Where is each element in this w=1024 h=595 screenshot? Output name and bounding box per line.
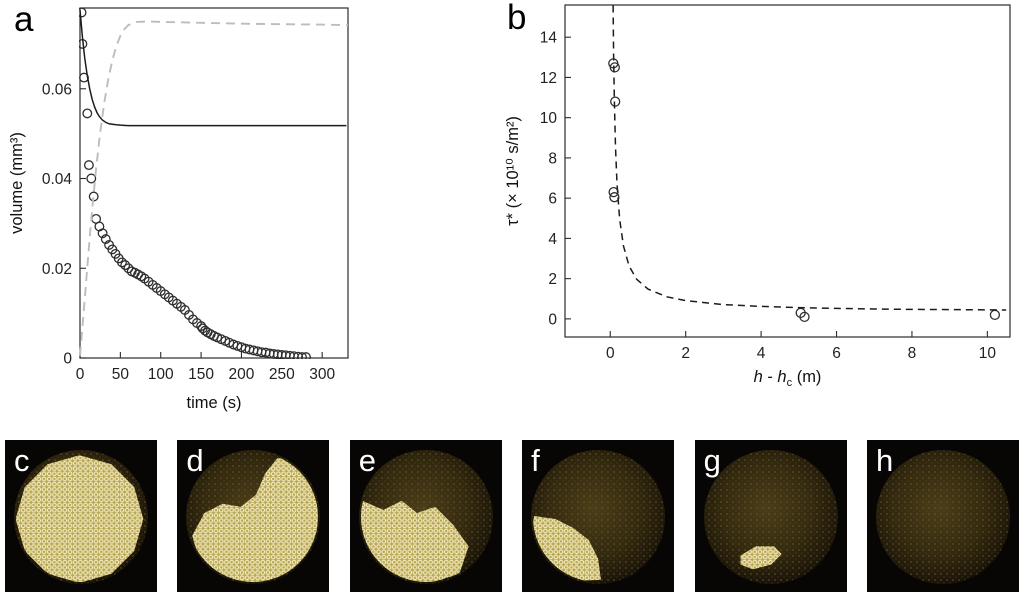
svg-text:300: 300 bbox=[309, 366, 335, 383]
raft-photo-c bbox=[5, 440, 157, 592]
panel-b-tau-vs-height-chart: 0 2 4 6 8 10 0 2 4 6 8 10 12 14 h - hc (m) τ* (× 10¹⁰ s… bbox=[504, 4, 1011, 389]
svg-text:h - hc (m): h - hc (m) bbox=[754, 368, 822, 389]
svg-text:8: 8 bbox=[908, 345, 917, 362]
photo-label-h: h bbox=[875, 443, 894, 478]
svg-text:0: 0 bbox=[63, 351, 72, 368]
svg-text:50: 50 bbox=[112, 366, 130, 383]
panel-a-volume-vs-time-chart: 0 50 100 150 200 250 300 0 0.02 0.04 0.06 time (s) v… bbox=[8, 7, 349, 412]
svg-text:6: 6 bbox=[548, 191, 557, 208]
svg-text:4: 4 bbox=[548, 231, 557, 248]
photo-panel-h: h bbox=[866, 440, 1019, 592]
svg-text:14: 14 bbox=[540, 30, 558, 47]
panel-b-label: b bbox=[507, 0, 527, 37]
svg-text:2: 2 bbox=[548, 271, 557, 288]
svg-text:0: 0 bbox=[76, 366, 85, 383]
svg-text:0.04: 0.04 bbox=[42, 171, 73, 188]
raft-photo-d bbox=[177, 440, 330, 592]
photo-label-f: f bbox=[531, 443, 540, 478]
photo-panel-g: g bbox=[694, 440, 847, 592]
svg-text:volume (mm³): volume (mm³) bbox=[8, 132, 26, 234]
photo-panel-e: e bbox=[349, 440, 502, 592]
raft-photo-e bbox=[349, 440, 502, 592]
raft-photo-h bbox=[866, 440, 1019, 592]
svg-text:time (s): time (s) bbox=[187, 394, 242, 412]
panel-a-label: a bbox=[14, 0, 34, 39]
photo-label-e: e bbox=[358, 443, 377, 478]
svg-text:10: 10 bbox=[540, 110, 558, 127]
photo-label-d: d bbox=[186, 443, 204, 478]
photo-label-g: g bbox=[703, 443, 721, 478]
raft-photo-g bbox=[694, 440, 847, 592]
svg-text:0: 0 bbox=[606, 345, 615, 362]
svg-text:0.06: 0.06 bbox=[42, 81, 72, 98]
svg-text:6: 6 bbox=[832, 345, 841, 362]
photo-panel-f: f bbox=[522, 440, 675, 592]
photo-panel-d: d bbox=[177, 440, 330, 592]
svg-text:2: 2 bbox=[681, 345, 690, 362]
svg-text:150: 150 bbox=[188, 366, 214, 383]
svg-text:10: 10 bbox=[979, 345, 997, 362]
svg-text:0: 0 bbox=[548, 311, 557, 328]
svg-text:12: 12 bbox=[540, 70, 557, 87]
svg-text:200: 200 bbox=[229, 366, 255, 383]
photo-panel-c: c bbox=[5, 440, 157, 592]
svg-text:250: 250 bbox=[269, 366, 295, 383]
svg-text:8: 8 bbox=[548, 150, 557, 167]
raft-photo-f bbox=[522, 440, 675, 592]
svg-text:τ* (× 10¹⁰ s/m²): τ* (× 10¹⁰ s/m²) bbox=[504, 116, 522, 226]
svg-text:4: 4 bbox=[757, 345, 766, 362]
svg-text:0.02: 0.02 bbox=[42, 261, 72, 278]
photo-strip: c d bbox=[0, 440, 1024, 592]
svg-text:100: 100 bbox=[148, 366, 174, 383]
photo-label-c: c bbox=[14, 443, 30, 478]
